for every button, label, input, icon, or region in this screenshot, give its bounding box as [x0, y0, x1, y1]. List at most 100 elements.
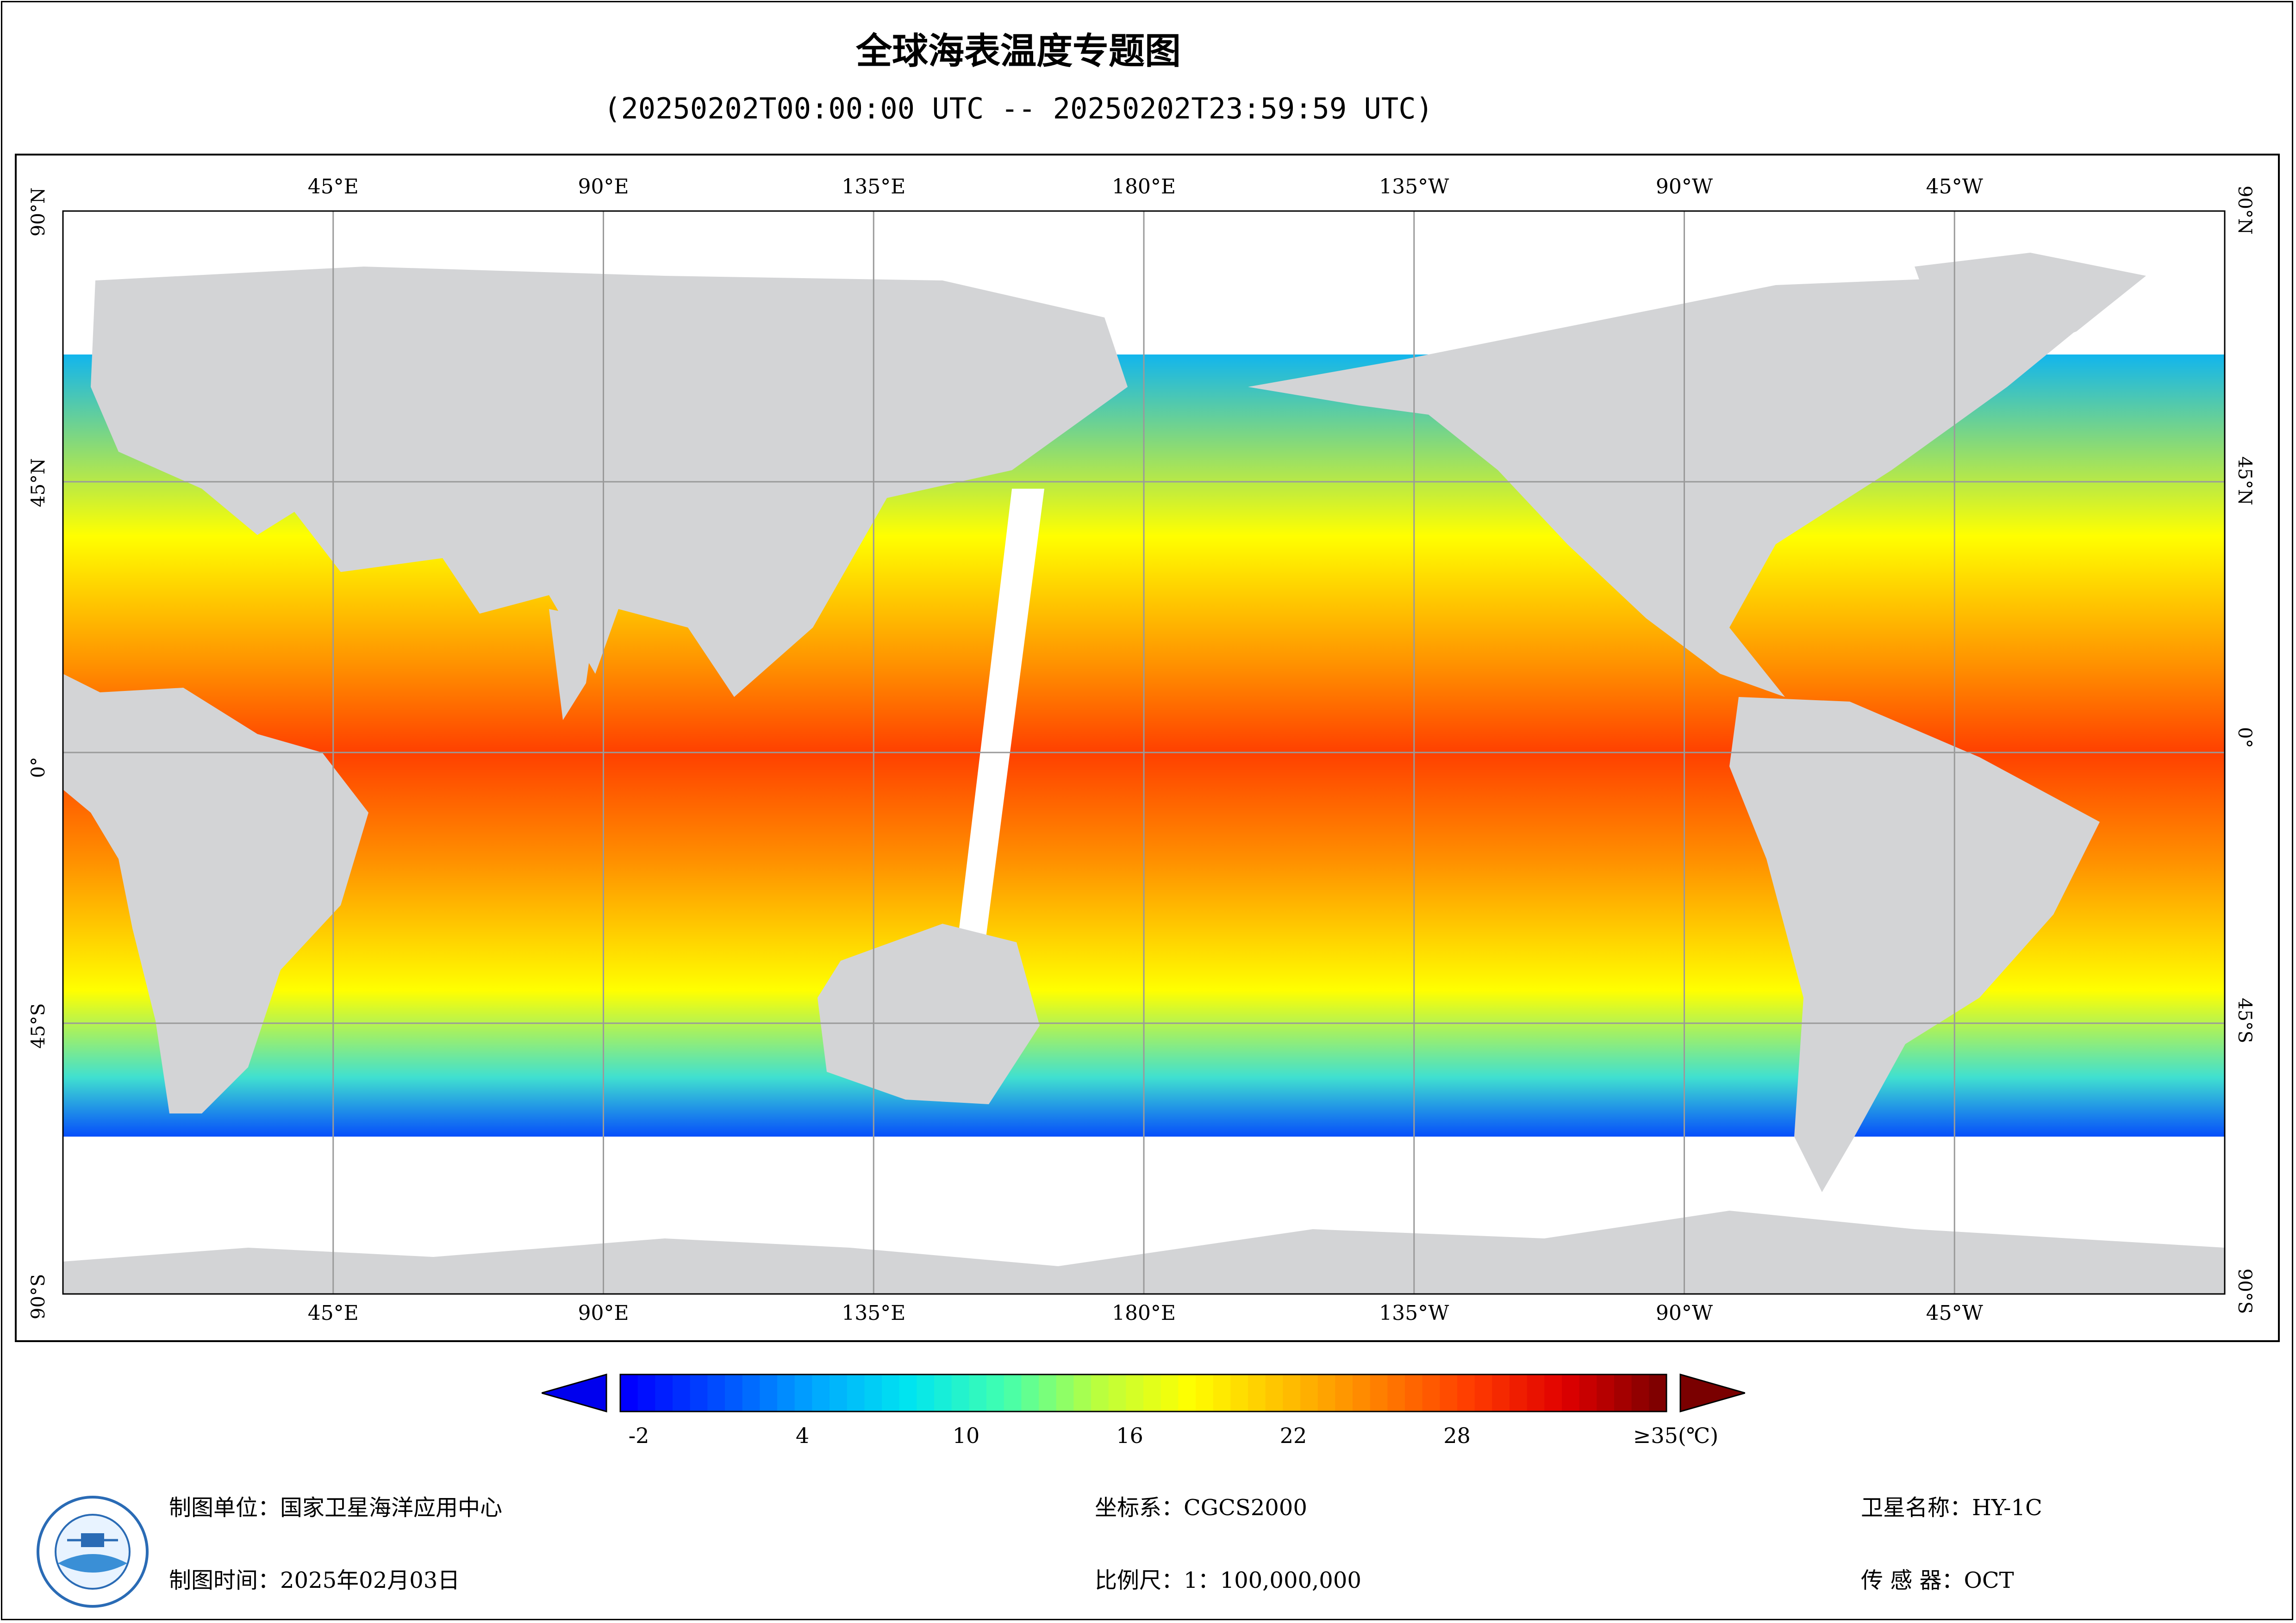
colorbar-cell	[620, 1374, 638, 1412]
colorbar-tick-label: -2	[628, 1423, 649, 1448]
lon-label-bottom: 180°E	[1111, 1301, 1176, 1325]
colorbar-cell	[1631, 1374, 1649, 1412]
orbit-gap	[956, 489, 1044, 951]
scale-info: 比例尺：1：100,000,000	[1095, 1562, 1361, 1594]
colorbar-cell	[655, 1374, 673, 1412]
satellite-info: 卫星名称：HY-1C	[1861, 1489, 2042, 1522]
colorbar-cell	[969, 1374, 987, 1412]
colorbar-tick-label: 16	[1116, 1423, 1143, 1448]
lon-label-bottom: 45°W	[1926, 1301, 1983, 1325]
colorbar-cell	[1021, 1374, 1039, 1412]
lon-label-top: 90°W	[1655, 175, 1713, 199]
colorbar-cell	[1039, 1374, 1057, 1412]
colorbar-cell	[1614, 1374, 1632, 1412]
sensor-value: OCT	[1964, 1567, 2014, 1593]
colorbar-cell	[1178, 1374, 1196, 1412]
colorbar-cell	[917, 1374, 935, 1412]
sensor-label: 传 感 器：	[1861, 1567, 1964, 1593]
colorbar-cell	[934, 1374, 952, 1412]
crs-info: 坐标系：CGCS2000	[1095, 1489, 1307, 1522]
production-time: 制图时间：2025年02月03日	[169, 1562, 460, 1594]
crs-value: CGCS2000	[1184, 1495, 1307, 1521]
lat-label-left: 90°N	[28, 187, 49, 236]
colorbar-cell	[1562, 1374, 1580, 1412]
lat-label-left: 45°S	[28, 1003, 49, 1049]
colorbar-cell	[847, 1374, 865, 1412]
colorbar-cell	[812, 1374, 830, 1412]
colorbar-cell	[673, 1374, 691, 1412]
colorbar-cell	[690, 1374, 708, 1412]
colorbar-frame	[619, 1374, 1667, 1412]
land-south-america	[1729, 697, 2100, 1192]
colorbar-tick-label: 28	[1443, 1423, 1471, 1448]
colorbar-cell	[1579, 1374, 1597, 1412]
lat-label-right: 90°N	[2234, 186, 2255, 235]
satellite-value: HY-1C	[1972, 1495, 2042, 1521]
colorbar-cell	[1108, 1374, 1126, 1412]
colorbar-cell	[899, 1374, 917, 1412]
colorbar-cell	[1056, 1374, 1074, 1412]
time-label: 制图时间：	[169, 1567, 281, 1593]
colorbar-tick-label: 10	[952, 1423, 980, 1448]
org-label: 制图单位：	[169, 1495, 281, 1521]
lat-label-left: 90°S	[28, 1274, 49, 1319]
colorbar-cell	[1422, 1374, 1440, 1412]
colorbar-cell	[1527, 1374, 1545, 1412]
colorbar-cell	[760, 1374, 778, 1412]
sensor-info: 传 感 器：OCT	[1861, 1562, 2014, 1594]
org-info: 制图单位：国家卫星海洋应用中心	[169, 1489, 502, 1522]
lon-label-top: 180°E	[1111, 175, 1176, 199]
colorbar-cell	[1335, 1374, 1353, 1412]
colorbar-cell	[794, 1374, 812, 1412]
land-africa	[63, 674, 368, 1113]
satellite-label: 卫星名称：	[1861, 1495, 1972, 1521]
map-inner-border	[62, 210, 2226, 1295]
colorbar-max-arrow	[1679, 1374, 1745, 1412]
colorbar-cell	[1474, 1374, 1492, 1412]
colorbar-cell	[1283, 1374, 1301, 1412]
colorbar-cell	[1265, 1374, 1283, 1412]
lat-label-left: 45°N	[28, 458, 49, 507]
colorbar-cell	[1126, 1374, 1144, 1412]
colorbar-cell	[1073, 1374, 1092, 1412]
colorbar-cell	[1649, 1374, 1667, 1412]
graticule	[63, 211, 2225, 1294]
map-title: 全球海表温度专题图	[855, 31, 1181, 72]
colorbar-cell	[1597, 1374, 1615, 1412]
colorbar-cell	[1492, 1374, 1510, 1412]
colorbar-cell	[1440, 1374, 1458, 1412]
lon-label-top: 90°E	[578, 175, 629, 199]
scale-label: 比例尺：	[1095, 1567, 1184, 1593]
colorbar-cell	[707, 1374, 725, 1412]
colorbar-cell	[1004, 1374, 1022, 1412]
land-india	[549, 609, 595, 720]
colorbar-cell	[951, 1374, 969, 1412]
colorbar-min-arrow	[542, 1374, 607, 1412]
scale-value: 1：100,000,000	[1184, 1567, 1361, 1593]
colorbar-cells	[619, 1374, 1667, 1412]
colorbar-cell	[637, 1374, 655, 1412]
lat-label-right: 0°	[2234, 727, 2255, 748]
colorbar-cell	[1457, 1374, 1475, 1412]
colorbar-tick-label: ≥35(℃)	[1633, 1423, 1719, 1448]
lon-label-bottom: 45°E	[307, 1301, 359, 1325]
colorbar-cell	[742, 1374, 760, 1412]
colorbar-cell	[1091, 1374, 1109, 1412]
lon-label-top: 45°E	[307, 175, 359, 199]
colorbar-cell	[1143, 1374, 1161, 1412]
colorbar-cell	[1196, 1374, 1214, 1412]
colorbar-cell	[1160, 1374, 1179, 1412]
lon-label-bottom: 135°W	[1379, 1301, 1449, 1325]
lon-label-top: 45°W	[1926, 175, 1983, 199]
colorbar-cell	[1230, 1374, 1248, 1412]
land-greenland	[1915, 253, 2146, 359]
colorbar-cell	[1370, 1374, 1388, 1412]
colorbar-cell	[1405, 1374, 1423, 1412]
colorbar-cell	[1248, 1374, 1266, 1412]
land-north-america	[1248, 276, 2109, 697]
colorbar-cell	[882, 1374, 900, 1412]
lon-label-bottom: 90°W	[1655, 1301, 1713, 1325]
colorbar-cell	[830, 1374, 848, 1412]
lon-label-top: 135°E	[842, 175, 906, 199]
colorbar-cell	[864, 1374, 882, 1412]
